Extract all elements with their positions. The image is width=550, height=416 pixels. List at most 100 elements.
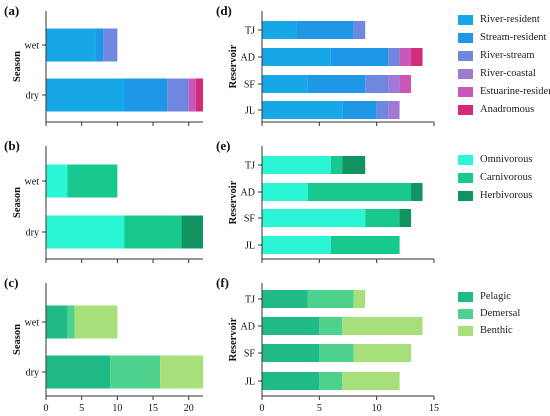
y-tick-label: TJ (245, 26, 255, 37)
bar-wet-demersal (67, 305, 75, 339)
panel-label: (f) (216, 275, 229, 290)
y-tick-label: wet (25, 318, 40, 329)
bar-TJ-pelagic (262, 290, 308, 308)
legend-swatch (458, 173, 473, 183)
legend-label: River-stream (480, 50, 535, 61)
bar-SF-river-coastal (388, 75, 400, 93)
legend-swatch (458, 326, 473, 336)
chart-panel-d: TJ AD SF JL Reservoir (d) (216, 3, 435, 126)
x-tick-label: 15 (148, 403, 158, 414)
bar-wet-river-resident (46, 28, 96, 62)
bar-AD-carnivorous (307, 183, 412, 201)
bar-AD-anadromous (411, 48, 423, 66)
bar-AD-herbivorous (411, 183, 423, 201)
y-tick-label: dry (26, 91, 39, 102)
panel-label: (d) (216, 3, 232, 18)
y-tick-label: TJ (245, 161, 255, 172)
y-axis-title: Season (12, 324, 23, 355)
bar-SF-stream-resident (307, 75, 366, 93)
legend-label: Herbivorous (480, 190, 533, 201)
bar-SF-river-resident (262, 75, 308, 93)
bar-dry-benthic (160, 355, 203, 389)
y-tick-label: wet (25, 177, 40, 188)
bar-JL-omnivorous (262, 236, 331, 254)
y-tick-label: JL (245, 377, 255, 388)
legend-swatch (458, 87, 473, 97)
panel-label: (e) (216, 138, 230, 153)
y-tick-label: dry (26, 368, 39, 379)
y-tick-label: AD (241, 322, 255, 333)
bar-TJ-omnivorous (262, 156, 331, 174)
bar-SF-carnivorous (365, 209, 400, 227)
y-axis-title: Reservoir (228, 180, 239, 224)
legend-label: Carnivorous (480, 172, 532, 183)
legend-label: River-resident (480, 14, 540, 25)
bar-dry-river-resident (46, 78, 125, 112)
x-tick-label: 10 (112, 403, 122, 414)
y-axis-title: Season (12, 187, 23, 218)
bar-wet-benthic (74, 305, 118, 339)
bar-AD-omnivorous (262, 183, 308, 201)
bar-JL-benthic (342, 372, 400, 390)
bar-dry-pelagic (46, 355, 111, 389)
y-tick-label: TJ (245, 295, 255, 306)
x-tick-label: 5 (79, 403, 84, 414)
bar-SF-omnivorous (262, 209, 366, 227)
bar-AD-river-stream (388, 48, 400, 66)
chart-panel-f: TJ AD SF JL 0 5 10 15 Reservoir (f) (216, 275, 439, 414)
legend-swatch (458, 15, 473, 25)
bar-TJ-river-resident (262, 21, 297, 39)
bar-dry-river-stream (167, 78, 189, 112)
bar-wet-carnivorous (67, 164, 118, 198)
bar-dry-carnivorous (124, 215, 182, 249)
y-tick-label: JL (245, 106, 255, 117)
bar-JL-river-stream (376, 101, 389, 119)
bar-TJ-stream-resident (296, 21, 354, 39)
bar-TJ-demersal (307, 290, 354, 308)
bar-JL-river-coastal (388, 101, 400, 119)
panel-label: (c) (4, 275, 18, 290)
y-tick-label: SF (244, 80, 256, 91)
x-tick-label: 20 (184, 403, 194, 414)
x-tick-label: 0 (44, 403, 49, 414)
x-tick-label: 0 (260, 403, 265, 414)
bar-SF-herbivorous (399, 209, 412, 227)
y-tick-label: wet (25, 41, 40, 52)
bar-TJ-herbivorous (342, 156, 366, 174)
legend-label: Stream-resident (480, 32, 547, 43)
bar-dry-stream-resident (124, 78, 168, 112)
bar-dry-demersal (110, 355, 161, 389)
legend-label: Demersal (480, 308, 521, 319)
bar-AD-estuarine-resident (399, 48, 412, 66)
bar-JL-demersal (319, 372, 343, 390)
bar-TJ-benthic (353, 290, 366, 308)
legend-swatch (458, 292, 473, 302)
bar-SF-river-stream (365, 75, 389, 93)
bar-dry-estuarine-resident (188, 78, 196, 112)
y-axis-title: Reservoir (228, 317, 239, 361)
legend-swatch (458, 51, 473, 61)
bar-SF-pelagic (262, 344, 320, 362)
y-tick-label: SF (244, 214, 256, 225)
chart-panel-c: wet dry 0 5 10 15 20 Season (c) (4, 275, 203, 414)
bar-AD-pelagic (262, 317, 320, 335)
x-tick-label: 5 (317, 403, 322, 414)
bar-JL-river-resident (262, 101, 343, 119)
legend-label: Benthic (480, 325, 513, 336)
legend-label: Estuarine-resident (480, 86, 550, 97)
legend-label: Pelagic (480, 291, 511, 302)
bar-dry-herbivorous (181, 215, 203, 249)
x-tick-label: 10 (372, 403, 382, 414)
bar-AD-river-resident (262, 48, 331, 66)
legend-swatch (458, 155, 473, 165)
bar-AD-demersal (319, 317, 343, 335)
bar-wet-omnivorous (46, 164, 68, 198)
y-tick-label: AD (241, 188, 255, 199)
bar-wet-pelagic (46, 305, 68, 339)
legend-label: River-coastal (480, 68, 536, 79)
panel-label: (a) (4, 3, 19, 18)
bar-wet-river-stream (103, 28, 118, 62)
